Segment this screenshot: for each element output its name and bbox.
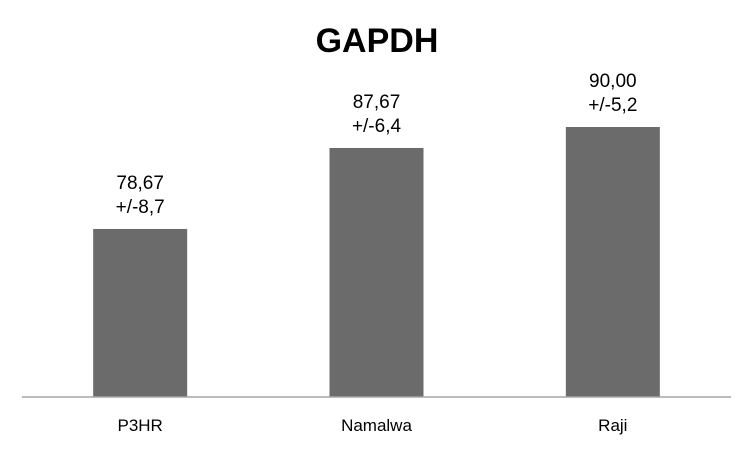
x-tick-label-raji: Raji	[598, 416, 627, 435]
data-labels-layer: 78,67 +/-8,7 87,67 +/-6,4 90,00 +/-5,2	[116, 71, 638, 218]
bar-raji	[565, 127, 660, 397]
bar-p3hr	[93, 228, 188, 397]
bars-layer	[93, 127, 660, 397]
data-label-error-namalwa: +/-6,4	[352, 116, 402, 137]
x-tick-label-namalwa: Namalwa	[341, 416, 412, 435]
bar-namalwa	[329, 147, 424, 397]
data-label-value-raji: 90,00	[589, 71, 637, 92]
chart-title: GAPDH	[316, 22, 439, 60]
data-label-value-namalwa: 87,67	[353, 92, 401, 113]
data-label-error-raji: +/-5,2	[588, 95, 637, 116]
x-tick-labels-layer: P3HR Namalwa Raji	[117, 416, 627, 435]
x-tick-label-p3hr: P3HR	[117, 416, 162, 435]
data-label-error-p3hr: +/-8,7	[116, 197, 165, 218]
data-label-value-p3hr: 78,67	[116, 173, 164, 194]
